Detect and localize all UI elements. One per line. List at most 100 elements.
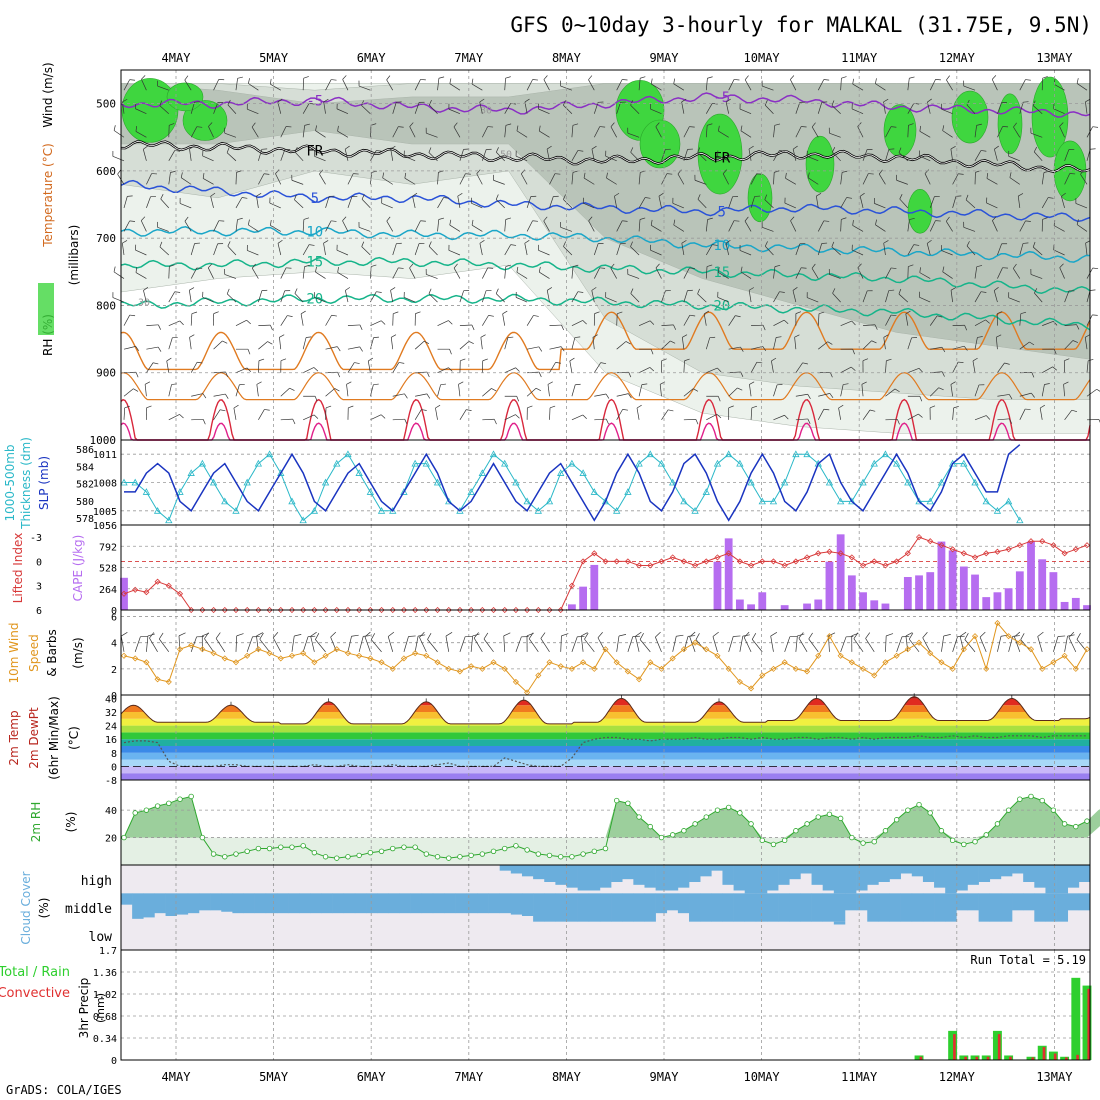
wind-barb [392, 126, 399, 138]
thickness-marker [825, 478, 834, 486]
wind-barb-flag [210, 192, 216, 197]
wind-barb-flag [684, 358, 690, 362]
wind-barb-flag [689, 314, 696, 317]
cloud-bar-middle [978, 893, 991, 922]
axis-label-temp2m: (6hr Min/Max) [47, 696, 61, 780]
wind-barb-flag [310, 631, 317, 637]
wind-barb [773, 319, 785, 326]
wind-barb [386, 220, 394, 232]
wind-barb-flag [976, 265, 983, 268]
wind-barb [840, 197, 847, 209]
wind-barb [784, 202, 797, 209]
wind-barb-flag [491, 388, 497, 392]
wind-barb-flag [468, 340, 474, 345]
wind-barb [543, 220, 550, 232]
cloud-bar-middle [844, 893, 857, 911]
thickness-marker [646, 450, 654, 458]
wind-barb [591, 148, 595, 161]
wind-barb-flag [438, 217, 445, 220]
wind-barb [840, 172, 843, 185]
wind-barb-flag [577, 150, 584, 152]
axis-label-cloud-unit: (%) [37, 898, 51, 919]
temp-stripe [121, 766, 1090, 774]
wind-barb-flag [189, 334, 195, 338]
wind-barb [650, 249, 662, 256]
wind-barb-flag [247, 219, 250, 225]
wind-barb [190, 313, 193, 326]
axis-label-temp2m: 2m Temp [7, 710, 21, 765]
precip-tick-label: 1.7 [99, 946, 117, 957]
wind-barb [459, 636, 466, 652]
wind-barb [885, 290, 890, 303]
wind-barb-flag [905, 632, 913, 637]
wind-barb-flag [135, 125, 138, 132]
wind-barb-flag [1004, 362, 1010, 365]
cape-tick-label: 0 [111, 606, 117, 617]
wind-barb [314, 297, 326, 303]
wind-speed-marker [1016, 639, 1023, 646]
wind-barb [571, 337, 576, 350]
rh-marker [759, 837, 765, 844]
rh-marker [882, 828, 889, 834]
wind-barb [739, 250, 752, 256]
wind-barb [883, 337, 886, 350]
lifted-index-marker [960, 550, 967, 557]
wind-barb [616, 79, 623, 91]
wind-barb [885, 314, 892, 326]
precip-total-bar [948, 1030, 958, 1060]
wind-barb [560, 227, 573, 232]
wind-barb [941, 635, 945, 652]
wind-barb-flag [135, 372, 139, 378]
thickness-marker [982, 497, 990, 505]
wind-barb [504, 337, 509, 350]
wind-barb-flag [883, 240, 889, 244]
wind-barb [683, 126, 690, 138]
wind-barb [1086, 360, 1089, 373]
cloud-row-label: high [81, 874, 112, 889]
wind-barb-flag [891, 314, 897, 317]
wind-barb-flag [146, 405, 152, 409]
wind-barb [470, 635, 473, 652]
wind-barb-flag [505, 217, 511, 220]
wind-barb-flag [717, 267, 720, 273]
wind-barb-flag [300, 310, 306, 315]
wind-barb [414, 340, 425, 350]
lifted-index-marker [400, 606, 408, 614]
wind-barb-flag [390, 287, 396, 291]
day-label-bottom: 12MAY [939, 1070, 976, 1084]
wind-barb [113, 271, 125, 279]
lifted-index-marker [412, 606, 419, 614]
wind-barb [974, 291, 982, 303]
wind-barb [415, 393, 427, 397]
cloud-bar-middle [165, 893, 177, 916]
wind-barb-flag [189, 145, 195, 150]
cape-bar [803, 603, 811, 610]
wind-barb [414, 243, 420, 256]
cape-bar [590, 564, 599, 610]
lifted-index-marker [904, 550, 911, 557]
temp-stripe [121, 705, 1090, 712]
wind-barb [683, 388, 694, 397]
wind-barb [294, 293, 304, 303]
cloud-bar-middle [566, 893, 578, 922]
wind-barb [926, 243, 931, 256]
cloud-bar-middle [655, 893, 668, 914]
wind-barb [157, 227, 169, 232]
wind-barb-flag [650, 349, 654, 355]
lifted-index-marker [188, 606, 195, 614]
wind-barb [706, 414, 718, 421]
wind-barb-flag [122, 98, 128, 103]
wind-barb-flag [1043, 170, 1050, 173]
rh-contour-label: 50 [500, 149, 512, 160]
wind-barb [471, 224, 483, 232]
wind-barb-flag [381, 320, 386, 325]
cloud-bar-high [633, 865, 645, 885]
wind-barb-flag [538, 371, 542, 378]
wind-barb [224, 132, 237, 138]
wind-barb-flag [869, 409, 876, 412]
wind-barb-flag [364, 631, 371, 638]
wind-barb-flag [294, 288, 298, 294]
wind-barb [459, 149, 464, 161]
wind-barb-flag [748, 287, 754, 291]
wind-barb-flag [764, 100, 768, 106]
